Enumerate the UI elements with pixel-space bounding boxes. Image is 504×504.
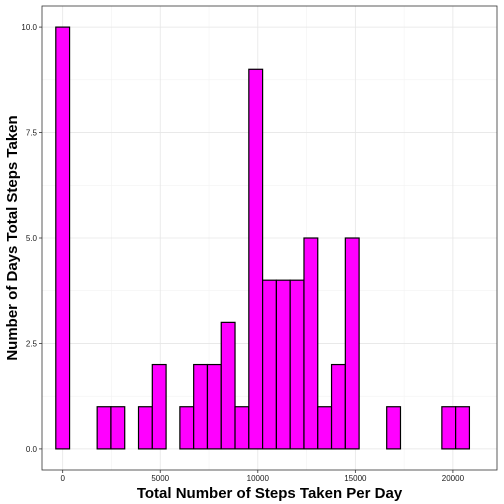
x-tick-label: 0 <box>60 474 65 483</box>
histogram-bar <box>55 26 71 450</box>
y-axis-title: Number of Days Total Steps Taken <box>4 115 21 360</box>
x-axis-ticks: 0 5000 10000 15000 20000 <box>60 470 465 483</box>
bars <box>55 26 471 450</box>
histogram-bar <box>441 406 457 450</box>
histogram-bar <box>275 279 291 450</box>
x-tick-label: 20000 <box>442 474 465 483</box>
x-axis-title: Total Number of Steps Taken Per Day <box>137 485 403 502</box>
histogram-bar <box>317 406 333 450</box>
histogram-bar <box>344 237 360 450</box>
x-tick-label: 15000 <box>344 474 367 483</box>
histogram-bar <box>179 406 195 450</box>
histogram-bar <box>386 406 402 450</box>
histogram-bar <box>289 279 305 450</box>
histogram-bar <box>151 363 167 450</box>
y-axis-ticks: 0.0 2.5 5.0 7.5 10.0 <box>21 23 42 454</box>
histogram-bar <box>234 406 250 450</box>
histogram-bar <box>455 406 471 450</box>
histogram-bar <box>262 279 277 450</box>
y-tick-label: 2.5 <box>26 339 38 348</box>
y-tick-label: 7.5 <box>26 129 38 138</box>
y-tick-label: 10.0 <box>21 23 37 32</box>
histogram-bar <box>220 321 236 450</box>
histogram-bar <box>248 68 264 450</box>
histogram-bar <box>96 406 112 450</box>
histogram-bar <box>303 237 319 450</box>
y-tick-label: 0.0 <box>26 445 38 454</box>
x-tick-label: 10000 <box>247 474 270 483</box>
y-tick-label: 5.0 <box>26 234 38 243</box>
x-tick-label: 5000 <box>151 474 169 483</box>
histogram-bar <box>137 406 153 450</box>
histogram-bar <box>193 363 209 450</box>
histogram-bar <box>330 363 346 450</box>
histogram-bar <box>110 406 126 450</box>
histogram-bar <box>206 363 222 450</box>
